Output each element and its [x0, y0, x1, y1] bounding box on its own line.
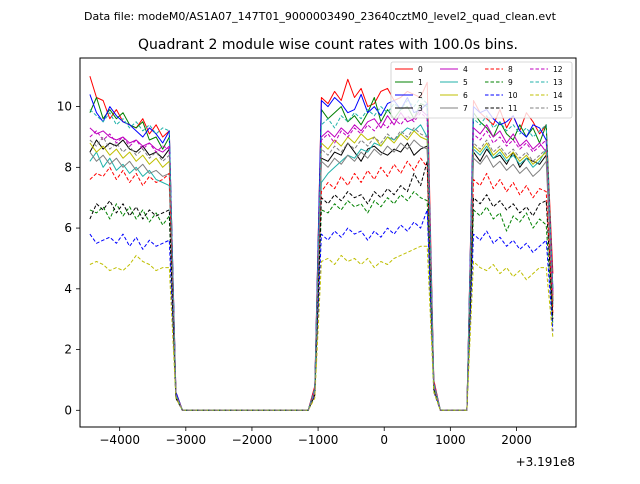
x-tick-label: −1000 — [298, 433, 339, 447]
legend-label-3: 3 — [418, 104, 423, 113]
y-tick-label: 0 — [64, 403, 72, 417]
tick-layer: −4000 −3000 −2000 −1000 0 1000 2000 0 2 4 6 8 10 — [57, 100, 532, 447]
x-offset-label: +3.191e8 — [516, 455, 575, 469]
y-tick-label: 4 — [64, 282, 72, 296]
legend-label-10: 10 — [508, 91, 518, 100]
legend-label-13: 13 — [553, 78, 563, 87]
series-line-14 — [89, 245, 554, 411]
legend-label-7: 7 — [463, 104, 468, 113]
legend-label-12: 12 — [553, 65, 563, 74]
series-line-10 — [89, 209, 554, 411]
chart-title: Quadrant 2 module wise count rates with … — [138, 37, 518, 53]
legend-label-4: 4 — [463, 65, 468, 74]
series-line-15 — [89, 127, 554, 411]
series-line-13 — [89, 97, 554, 411]
series-line-9 — [89, 191, 554, 411]
x-tick-label: 2000 — [501, 433, 532, 447]
plot-frame — [79, 57, 577, 428]
legend-label-2: 2 — [418, 91, 423, 100]
y-tick-label: 8 — [64, 160, 72, 174]
x-tick-label: 0 — [380, 433, 388, 447]
legend-label-1: 1 — [418, 78, 423, 87]
data-file-label: Data file: modeM0/AS1A07_147T01_90000034… — [84, 10, 557, 23]
y-tick-label: 10 — [57, 100, 72, 114]
y-tick-label: 2 — [64, 343, 72, 357]
x-tick-label: −4000 — [99, 433, 140, 447]
legend-label-0: 0 — [418, 65, 423, 74]
series-layer — [89, 76, 554, 411]
y-tick-label: 6 — [64, 221, 72, 235]
series-line-11 — [89, 160, 554, 411]
series-line-5 — [89, 124, 554, 411]
series-line-8 — [89, 157, 554, 411]
legend-label-11: 11 — [508, 104, 518, 113]
legend-label-15: 15 — [553, 104, 563, 113]
legend-label-14: 14 — [553, 91, 563, 100]
legend-box — [390, 61, 573, 119]
legend-label-6: 6 — [463, 91, 468, 100]
x-tick-label: 1000 — [435, 433, 466, 447]
legend-label-9: 9 — [508, 78, 513, 87]
x-tick-label: −2000 — [232, 433, 273, 447]
legend-label-8: 8 — [508, 65, 513, 74]
legend-label-5: 5 — [463, 78, 468, 87]
x-tick-label: −3000 — [166, 433, 207, 447]
